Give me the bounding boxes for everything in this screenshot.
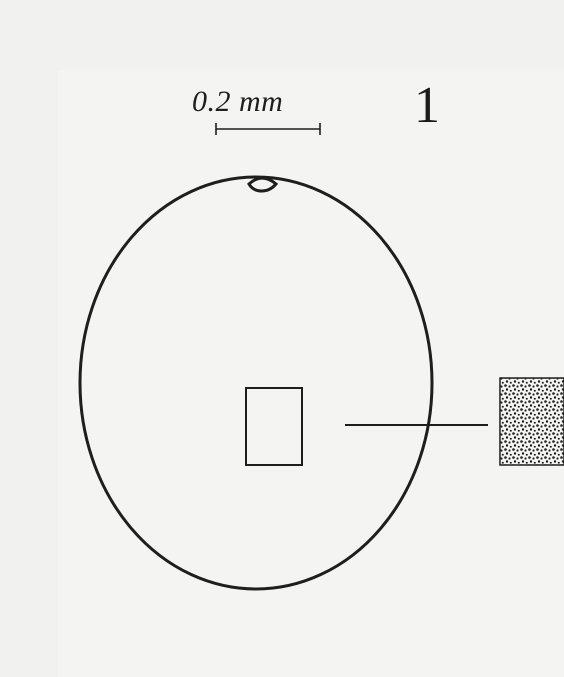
figure-plate <box>58 70 564 677</box>
apical-knob <box>247 176 279 193</box>
figure-number: 1 <box>414 77 440 134</box>
detail-region-marker <box>245 387 303 466</box>
scale-bar <box>215 123 321 135</box>
scale-bar-label: 0.2 mm <box>192 85 284 118</box>
specimen-outline <box>78 175 434 591</box>
surface-texture-detail <box>499 377 564 466</box>
